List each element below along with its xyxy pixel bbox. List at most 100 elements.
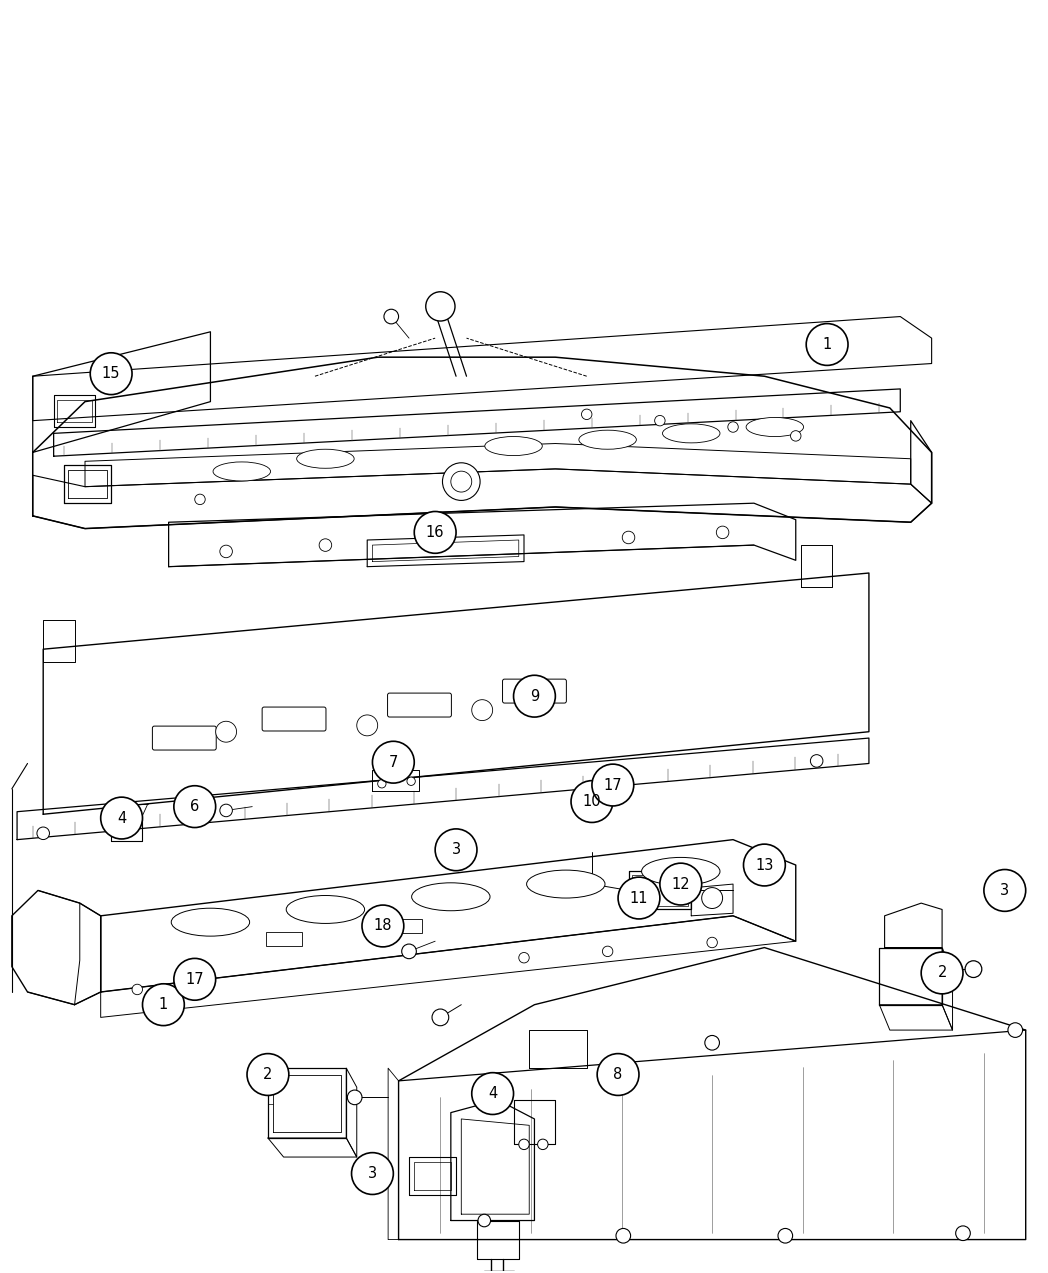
Circle shape bbox=[356, 715, 377, 736]
Ellipse shape bbox=[412, 882, 490, 910]
Text: 3: 3 bbox=[1000, 883, 1009, 897]
Circle shape bbox=[143, 984, 184, 1026]
Circle shape bbox=[174, 978, 184, 988]
Text: 4: 4 bbox=[117, 811, 126, 826]
Ellipse shape bbox=[526, 871, 605, 897]
Circle shape bbox=[472, 700, 493, 721]
Circle shape bbox=[362, 905, 403, 947]
Text: 9: 9 bbox=[530, 689, 539, 704]
Circle shape bbox=[514, 675, 555, 717]
Circle shape bbox=[623, 531, 635, 544]
Circle shape bbox=[743, 844, 785, 886]
Circle shape bbox=[377, 779, 386, 788]
Text: 2: 2 bbox=[263, 1067, 272, 1082]
Ellipse shape bbox=[485, 437, 542, 456]
Text: 16: 16 bbox=[425, 524, 444, 540]
Text: 3: 3 bbox=[452, 843, 461, 857]
Circle shape bbox=[451, 471, 472, 493]
Circle shape bbox=[90, 353, 132, 395]
Text: 4: 4 bbox=[488, 1086, 497, 1101]
Text: 1: 1 bbox=[159, 997, 168, 1012]
Text: 2: 2 bbox=[937, 965, 946, 980]
Circle shape bbox=[702, 887, 722, 909]
Text: 12: 12 bbox=[672, 877, 690, 891]
Circle shape bbox=[616, 1228, 631, 1242]
Circle shape bbox=[432, 1009, 449, 1026]
Text: 7: 7 bbox=[389, 755, 398, 770]
Ellipse shape bbox=[297, 449, 354, 468]
Circle shape bbox=[372, 741, 414, 783]
Circle shape bbox=[442, 463, 480, 500]
Circle shape bbox=[347, 1090, 362, 1105]
Circle shape bbox=[592, 764, 634, 806]
Text: 1: 1 bbox=[823, 337, 832, 353]
Circle shape bbox=[107, 824, 119, 836]
Circle shape bbox=[790, 430, 801, 442]
Text: 10: 10 bbox=[583, 794, 602, 810]
Circle shape bbox=[717, 526, 728, 538]
Text: 18: 18 bbox=[374, 919, 392, 933]
Circle shape bbox=[660, 863, 702, 905]
Text: 3: 3 bbox=[368, 1166, 377, 1181]
FancyBboxPatch shape bbox=[265, 932, 302, 946]
Text: 6: 6 bbox=[190, 799, 199, 815]
Circle shape bbox=[727, 421, 738, 433]
Circle shape bbox=[401, 945, 416, 959]
Circle shape bbox=[435, 829, 477, 871]
Circle shape bbox=[384, 309, 398, 323]
Circle shape bbox=[478, 1214, 490, 1227]
Ellipse shape bbox=[171, 908, 249, 936]
Circle shape bbox=[597, 1054, 639, 1096]
Text: 11: 11 bbox=[630, 891, 649, 905]
FancyBboxPatch shape bbox=[388, 693, 452, 717]
FancyBboxPatch shape bbox=[152, 726, 216, 750]
Circle shape bbox=[472, 1073, 514, 1114]
Circle shape bbox=[519, 1139, 529, 1150]
Circle shape bbox=[174, 785, 216, 827]
Circle shape bbox=[320, 538, 331, 551]
Circle shape bbox=[407, 777, 415, 785]
Circle shape bbox=[37, 827, 49, 840]
Circle shape bbox=[806, 323, 848, 365]
FancyBboxPatch shape bbox=[262, 707, 326, 731]
FancyBboxPatch shape bbox=[386, 919, 421, 933]
Circle shape bbox=[195, 494, 205, 504]
Text: 15: 15 bbox=[102, 367, 121, 381]
Circle shape bbox=[618, 877, 660, 919]
Ellipse shape bbox=[746, 418, 804, 437]
Circle shape bbox=[984, 869, 1026, 911]
Circle shape bbox=[965, 961, 982, 978]
Circle shape bbox=[582, 409, 592, 420]
Circle shape bbox=[810, 755, 823, 768]
Circle shape bbox=[778, 1228, 792, 1242]
Circle shape bbox=[101, 797, 143, 839]
Circle shape bbox=[425, 292, 455, 321]
Circle shape bbox=[956, 1226, 970, 1241]
Circle shape bbox=[351, 1152, 393, 1194]
Circle shape bbox=[247, 1054, 289, 1096]
Circle shape bbox=[1008, 1022, 1023, 1037]
Circle shape bbox=[174, 959, 216, 1001]
Circle shape bbox=[707, 937, 718, 947]
Text: 17: 17 bbox=[604, 778, 623, 793]
Circle shape bbox=[132, 984, 143, 994]
Circle shape bbox=[519, 952, 529, 962]
Circle shape bbox=[603, 946, 613, 956]
FancyBboxPatch shape bbox=[503, 679, 566, 703]
Ellipse shape bbox=[213, 462, 270, 481]
Circle shape bbox=[220, 805, 233, 817]
Ellipse shape bbox=[641, 858, 720, 885]
Ellipse shape bbox=[578, 430, 636, 449]
Text: 8: 8 bbox=[613, 1067, 623, 1082]
Text: 13: 13 bbox=[756, 858, 773, 872]
Circle shape bbox=[705, 1035, 720, 1050]
Circle shape bbox=[655, 415, 665, 426]
Circle shape bbox=[921, 952, 963, 994]
Circle shape bbox=[216, 722, 237, 742]
Ellipse shape bbox=[286, 895, 365, 923]
Circle shape bbox=[220, 545, 233, 558]
Text: 17: 17 bbox=[185, 971, 204, 987]
Ellipse shape bbox=[662, 424, 720, 443]
Circle shape bbox=[538, 1139, 548, 1150]
Circle shape bbox=[571, 780, 613, 822]
